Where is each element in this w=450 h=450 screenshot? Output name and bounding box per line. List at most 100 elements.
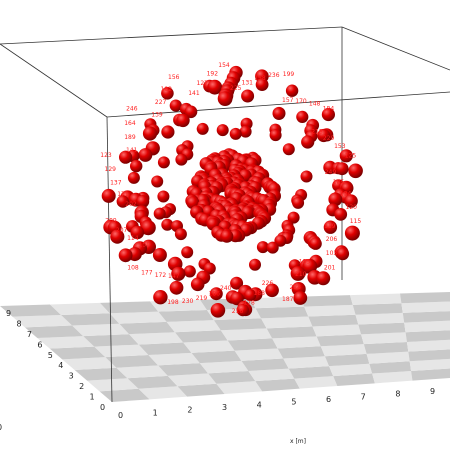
atom-sphere[interactable] (110, 229, 125, 244)
floor-tile (404, 320, 450, 333)
atom-sphere[interactable] (153, 290, 168, 305)
atom-sphere[interactable] (334, 208, 348, 221)
atom-id-label: 202 (125, 201, 137, 208)
atom-sphere[interactable] (171, 266, 186, 281)
atom-sphere[interactable] (183, 265, 196, 278)
atom-sphere[interactable] (285, 84, 299, 97)
atom-sphere[interactable] (301, 135, 315, 149)
atom-sphere[interactable] (316, 271, 331, 286)
atom-sphere[interactable] (207, 79, 223, 95)
atom-sphere[interactable] (293, 291, 308, 305)
atom-sphere[interactable] (241, 89, 255, 103)
atom-sphere[interactable] (151, 175, 164, 188)
atom-sphere[interactable] (140, 220, 156, 236)
atom-sphere[interactable] (336, 247, 350, 261)
atom-sphere[interactable] (127, 171, 140, 184)
atom-sphere[interactable] (176, 113, 190, 128)
atom-sphere[interactable] (217, 91, 233, 106)
atom-sphere[interactable] (174, 228, 187, 241)
atom-sphere[interactable] (152, 248, 167, 262)
atom-id-label: 131 (242, 79, 254, 86)
floor-tile (308, 314, 359, 327)
atom-sphere[interactable] (256, 241, 269, 254)
atom-sphere[interactable] (181, 246, 194, 259)
atom-sphere[interactable] (118, 248, 133, 263)
atom-sphere[interactable] (190, 277, 205, 292)
atom-id-label: 228 (290, 284, 302, 291)
atom-sphere[interactable] (309, 237, 322, 250)
x-tick-label: 9 (430, 387, 435, 396)
atom-sphere[interactable] (290, 266, 306, 281)
atom-sphere[interactable] (230, 291, 244, 306)
floor-tile (261, 316, 313, 329)
floor-tile (277, 346, 325, 359)
atom-sphere[interactable] (142, 126, 158, 141)
atom-sphere[interactable] (196, 122, 209, 135)
atom-sphere[interactable] (249, 258, 261, 271)
floor-tile (234, 348, 284, 361)
atom-sphere[interactable] (323, 220, 338, 234)
atom-sphere[interactable] (161, 125, 175, 139)
atom-sphere[interactable] (175, 153, 188, 166)
atom-sphere[interactable] (339, 149, 353, 163)
atom-sphere[interactable] (138, 148, 153, 162)
floor-tile (350, 293, 402, 305)
atom-id-label: 141 (126, 147, 138, 154)
atom-sphere[interactable] (157, 190, 170, 203)
atom-sphere[interactable] (335, 162, 349, 176)
atom-sphere[interactable] (229, 127, 242, 140)
atom-cluster[interactable] (101, 65, 363, 318)
atom-id-label: 184 (323, 106, 335, 113)
atom-sphere[interactable] (302, 258, 318, 274)
atom-sphere[interactable] (344, 194, 358, 208)
atom-sphere[interactable] (348, 163, 363, 179)
atom-sphere[interactable] (274, 234, 287, 247)
atom-sphere[interactable] (328, 192, 343, 207)
atom-sphere[interactable] (161, 87, 174, 100)
atom-sphere[interactable] (344, 225, 360, 241)
atom-sphere[interactable] (136, 195, 150, 208)
atom-id-label: 157 (282, 97, 294, 104)
atom-sphere[interactable] (157, 156, 170, 169)
atom-sphere[interactable] (130, 159, 143, 173)
atom-sphere[interactable] (216, 124, 229, 137)
atom-sphere[interactable] (282, 143, 295, 156)
x-tick-label: 3 (222, 403, 227, 412)
atom-sphere[interactable] (119, 150, 133, 164)
atom-sphere[interactable] (272, 107, 285, 120)
atom-sphere[interactable] (266, 241, 279, 254)
y-tick-label: 1 (90, 393, 95, 402)
atom-sphere[interactable] (269, 129, 282, 142)
atom-id-label: 236 (268, 72, 280, 79)
atom-sphere[interactable] (239, 125, 252, 138)
atom-sphere[interactable] (184, 105, 198, 119)
atom-id-label: 156 (168, 74, 180, 81)
atom-sphere[interactable] (236, 303, 249, 317)
atom-sphere[interactable] (220, 229, 234, 243)
atom-sphere[interactable] (153, 207, 166, 220)
atom-sphere[interactable] (210, 303, 226, 318)
atom-sphere[interactable] (169, 99, 182, 112)
atom-sphere[interactable] (292, 196, 305, 209)
atom-sphere[interactable] (296, 110, 309, 123)
atom-sphere[interactable] (101, 188, 116, 203)
atom-sphere[interactable] (300, 170, 313, 183)
atom-sphere[interactable] (265, 283, 279, 298)
floor-tile (167, 373, 217, 387)
x-axis-ticks: 0 1 2 3 4 5 6 7 8 9 (118, 387, 435, 420)
atom-sphere[interactable] (244, 289, 257, 302)
atom-sphere[interactable] (130, 225, 145, 240)
atom-sphere[interactable] (255, 78, 269, 91)
atom-sphere[interactable] (161, 218, 174, 231)
floor-tile (116, 365, 168, 379)
atom-sphere[interactable] (116, 195, 129, 208)
atom-sphere[interactable] (317, 128, 331, 143)
atom-sphere[interactable] (230, 276, 244, 290)
atom-sphere[interactable] (209, 287, 223, 301)
atom-sphere[interactable] (169, 280, 184, 295)
atom-id-label: 103 (326, 250, 338, 257)
floor-tile (191, 350, 242, 364)
atom-sphere[interactable] (321, 107, 335, 122)
